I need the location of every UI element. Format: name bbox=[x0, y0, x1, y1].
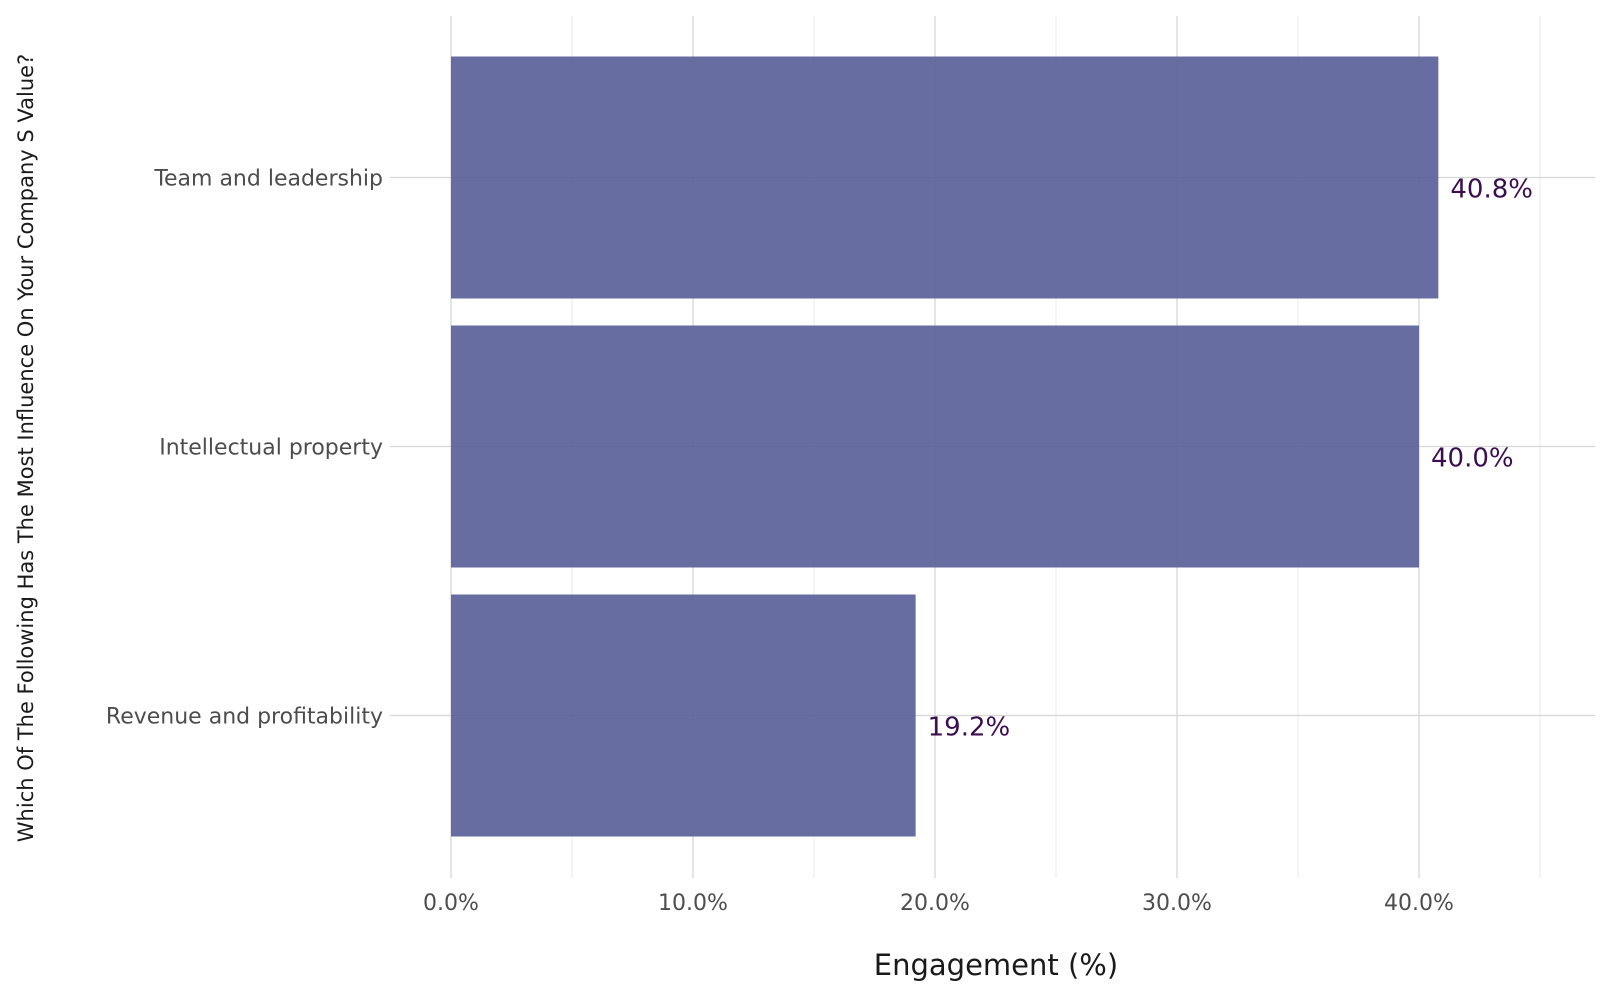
y-axis-title: Which Of The Following Has The Most Infl… bbox=[14, 54, 38, 842]
category-label: Intellectual property bbox=[159, 436, 383, 461]
category-label: Team and leadership bbox=[153, 167, 383, 192]
category-label: Revenue and profitability bbox=[106, 705, 383, 730]
bars-layer bbox=[451, 56, 1439, 837]
x-axis-title: Engagement (%) bbox=[874, 948, 1118, 982]
data-label: 40.8% bbox=[1450, 175, 1533, 205]
data-label: 19.2% bbox=[928, 713, 1011, 743]
x-tick-label: 40.0% bbox=[1384, 891, 1454, 916]
x-tick-label: 30.0% bbox=[1142, 891, 1212, 916]
x-tick-label: 20.0% bbox=[900, 891, 970, 916]
bar bbox=[451, 594, 916, 837]
data-label: 40.0% bbox=[1431, 444, 1514, 474]
x-tick-label: 10.0% bbox=[658, 891, 728, 916]
axis-layer: Team and leadership Intellectual property… bbox=[106, 167, 1454, 917]
x-tick-label: 0.0% bbox=[423, 891, 479, 916]
bar bbox=[451, 56, 1439, 299]
bar bbox=[451, 325, 1419, 568]
data-labels-layer: 40.8% 40.0% 19.2% bbox=[928, 175, 1533, 743]
